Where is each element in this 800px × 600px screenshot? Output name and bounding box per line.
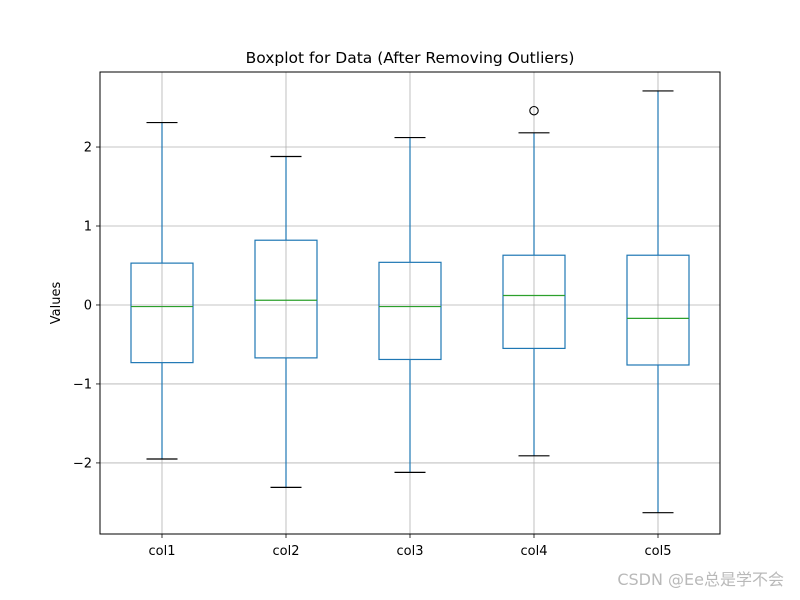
x-tick-label: col3 (397, 544, 424, 559)
box-col2 (254, 155, 318, 489)
y-tick-label: 1 (84, 220, 92, 235)
box-iqr (254, 239, 318, 359)
watermark: CSDN @Ee总是学不会 (617, 570, 784, 589)
y-tick-label: −1 (73, 377, 92, 392)
box-iqr (626, 254, 690, 366)
box-series (130, 90, 690, 514)
x-tick-label: col5 (645, 544, 672, 559)
box-iqr (130, 262, 194, 364)
box-col3 (378, 136, 442, 473)
outlier-point (529, 105, 539, 116)
x-tick-label: col4 (521, 544, 548, 559)
y-tick-label: 2 (84, 141, 92, 156)
x-tick-label: col2 (273, 544, 300, 559)
chart-title: Boxplot for Data (After Removing Outlier… (246, 49, 575, 67)
y-axis: −2 −1 0 1 2 (73, 141, 100, 471)
box-col5 (626, 90, 690, 514)
x-tick-label: col1 (149, 544, 176, 559)
box-col4 (502, 105, 566, 457)
y-tick-label: −2 (73, 456, 92, 471)
y-axis-label: Values (49, 282, 64, 325)
box-iqr (502, 254, 566, 350)
y-tick-label: 0 (84, 298, 92, 313)
x-axis: col1 col2 col3 col4 col5 (149, 534, 672, 559)
box-col1 (130, 121, 194, 460)
box-iqr (378, 261, 442, 361)
